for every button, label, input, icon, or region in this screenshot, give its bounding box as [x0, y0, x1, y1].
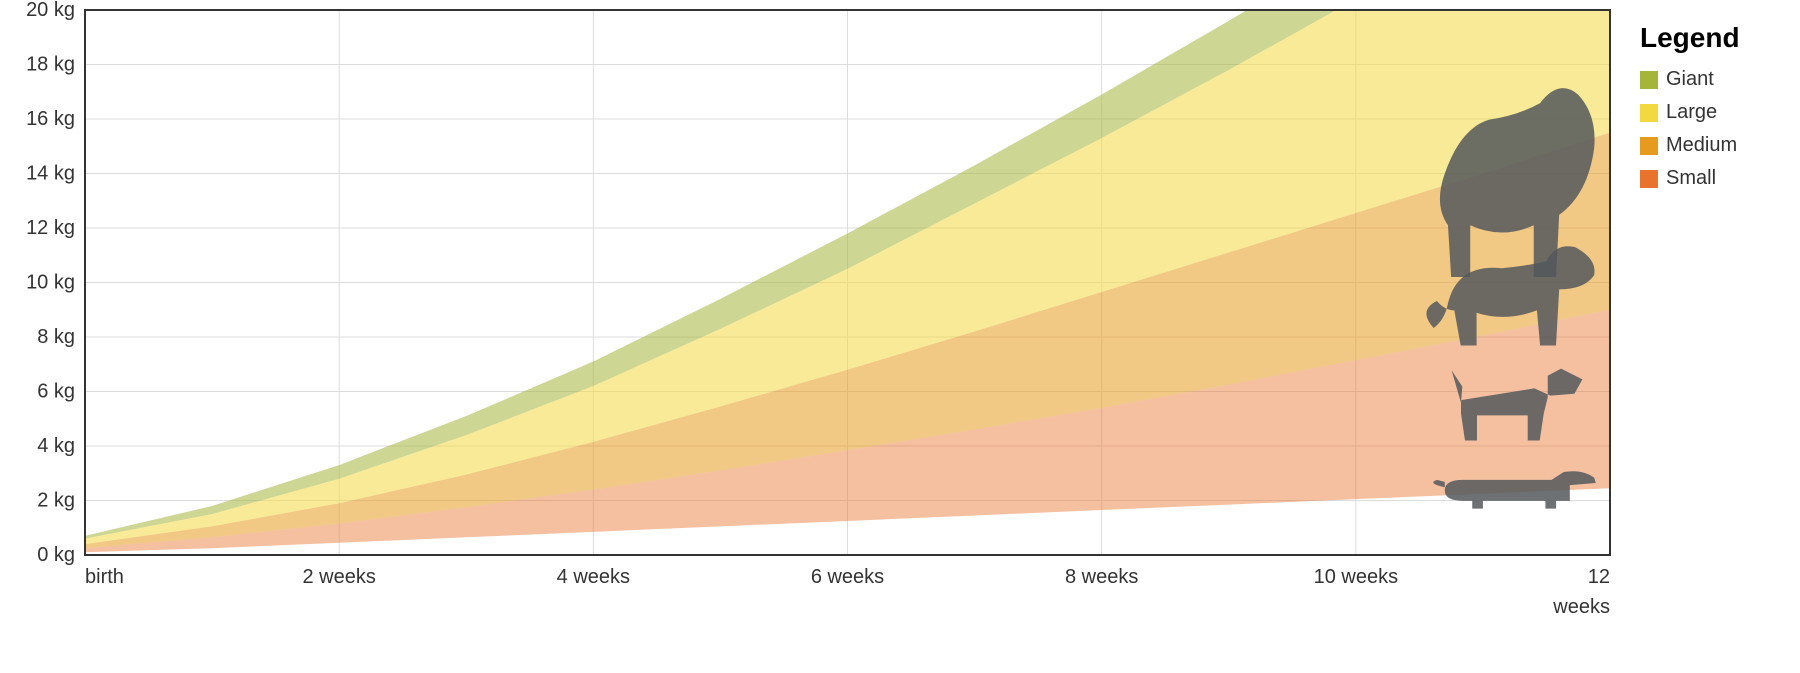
- y-tick-label: 2 kg: [37, 490, 75, 512]
- x-unit-label: weeks: [1552, 596, 1610, 618]
- y-tick-label: 10 kg: [26, 272, 75, 294]
- legend-swatch-icon: [1640, 137, 1658, 155]
- x-tick-label: 10 weeks: [1314, 566, 1399, 588]
- y-tick-label: 16 kg: [26, 108, 75, 130]
- legend-swatch-icon: [1640, 170, 1658, 188]
- x-tick-label: 2 weeks: [302, 566, 375, 588]
- legend-swatch-icon: [1640, 104, 1658, 122]
- y-tick-label: 0 kg: [37, 544, 75, 566]
- legend-item-giant: Giant: [1640, 68, 1740, 91]
- legend-item-small: Small: [1640, 167, 1740, 190]
- x-tick-label: 8 weeks: [1065, 566, 1138, 588]
- y-tick-label: 12 kg: [26, 217, 75, 239]
- legend-label: Giant: [1666, 68, 1714, 91]
- legend-label: Large: [1666, 101, 1717, 124]
- legend-title: Legend: [1640, 22, 1740, 54]
- x-tick-label: 12: [1588, 566, 1610, 588]
- x-tick-label: 4 weeks: [557, 566, 630, 588]
- growth-chart: 0 kg 2 kg 4 kg 6 kg 8 kg 10 kg 12 kg 14 kg 16 kg…: [0, 0, 1800, 673]
- y-tick-label: 4 kg: [37, 435, 75, 457]
- legend-label: Small: [1666, 167, 1716, 190]
- y-tick-label: 20 kg: [26, 0, 75, 21]
- y-tick-label: 18 kg: [26, 54, 75, 76]
- legend-label: Medium: [1666, 134, 1737, 157]
- legend-swatch-icon: [1640, 71, 1658, 89]
- legend: Legend Giant Large Medium Small: [1640, 22, 1740, 200]
- y-tick-label: 8 kg: [37, 326, 75, 348]
- x-tick-label: birth: [85, 566, 124, 588]
- x-tick-label: 6 weeks: [811, 566, 884, 588]
- y-tick-label: 14 kg: [26, 163, 75, 185]
- legend-item-medium: Medium: [1640, 134, 1740, 157]
- legend-item-large: Large: [1640, 101, 1740, 124]
- y-tick-label: 6 kg: [37, 381, 75, 403]
